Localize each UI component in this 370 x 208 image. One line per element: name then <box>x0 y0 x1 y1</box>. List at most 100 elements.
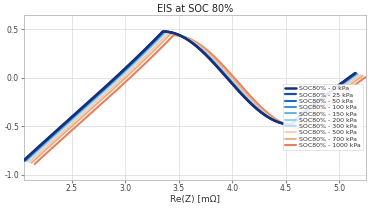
SOC80% - 700 kPa <box>225 71 229 74</box>
SOC80% - 150 kPa <box>354 72 359 75</box>
SOC80% - 100 kPa <box>94 95 98 98</box>
SOC80% - 0 kPa <box>161 30 165 33</box>
SOC80% - 100 kPa <box>112 78 117 81</box>
SOC80% - 100 kPa <box>23 159 27 162</box>
SOC80% - 500 kPa <box>240 89 244 92</box>
SOC80% - 700 kPa <box>242 90 246 93</box>
SOC80% - 200 kPa <box>236 88 241 91</box>
SOC80% - 300 kPa <box>96 96 100 99</box>
Line: SOC80% - 700 kPa: SOC80% - 700 kPa <box>31 34 363 163</box>
SOC80% - 1000 kPa <box>103 99 108 102</box>
SOC80% - 100 kPa <box>235 88 240 90</box>
SOC80% - 0 kPa <box>92 95 97 98</box>
SOC80% - 25 kPa <box>93 95 97 98</box>
SOC80% - 1000 kPa <box>310 117 315 119</box>
SOC80% - 100 kPa <box>206 55 210 58</box>
Line: SOC80% - 50 kPa: SOC80% - 50 kPa <box>24 32 356 160</box>
SOC80% - 300 kPa <box>208 56 212 58</box>
SOC80% - 25 kPa <box>161 30 165 33</box>
SOC80% - 100 kPa <box>162 31 166 33</box>
SOC80% - 0 kPa <box>218 69 222 71</box>
SOC80% - 100 kPa <box>354 72 359 75</box>
SOC80% - 200 kPa <box>355 73 360 75</box>
SOC80% - 50 kPa <box>93 95 98 98</box>
Line: SOC80% - 0 kPa: SOC80% - 0 kPa <box>24 31 355 160</box>
SOC80% - 25 kPa <box>353 72 358 74</box>
SOC80% - 1000 kPa <box>32 163 37 165</box>
Legend: SOC80% - 0 kPa, SOC80% - 25 kPa, SOC80% - 50 kPa, SOC80% - 100 kPa, SOC80% - 150: SOC80% - 0 kPa, SOC80% - 25 kPa, SOC80% … <box>283 84 363 150</box>
SOC80% - 500 kPa <box>210 57 214 59</box>
SOC80% - 700 kPa <box>360 74 365 77</box>
SOC80% - 150 kPa <box>236 88 240 91</box>
SOC80% - 200 kPa <box>163 31 167 33</box>
SOC80% - 0 kPa <box>353 72 357 74</box>
Line: SOC80% - 100 kPa: SOC80% - 100 kPa <box>25 32 356 161</box>
SOC80% - 50 kPa <box>300 113 305 115</box>
SOC80% - 25 kPa <box>22 159 26 162</box>
SOC80% - 50 kPa <box>205 55 209 57</box>
SOC80% - 50 kPa <box>218 69 222 71</box>
SOC80% - 25 kPa <box>218 69 222 71</box>
SOC80% - 0 kPa <box>235 88 239 90</box>
SOC80% - 100 kPa <box>219 69 223 72</box>
SOC80% - 150 kPa <box>94 96 98 98</box>
Line: SOC80% - 1000 kPa: SOC80% - 1000 kPa <box>34 35 366 164</box>
SOC80% - 200 kPa <box>95 96 99 98</box>
SOC80% - 200 kPa <box>207 56 211 58</box>
SOC80% - 300 kPa <box>25 160 29 163</box>
SOC80% - 150 kPa <box>23 160 28 162</box>
SOC80% - 300 kPa <box>221 70 225 72</box>
SOC80% - 700 kPa <box>168 33 172 35</box>
SOC80% - 300 kPa <box>356 73 361 76</box>
SOC80% - 0 kPa <box>300 113 304 115</box>
SOC80% - 25 kPa <box>235 88 239 90</box>
SOC80% - 1000 kPa <box>171 34 176 37</box>
SOC80% - 50 kPa <box>235 88 239 90</box>
Line: SOC80% - 25 kPa: SOC80% - 25 kPa <box>24 31 356 160</box>
SOC80% - 150 kPa <box>206 55 211 58</box>
SOC80% - 200 kPa <box>302 114 306 116</box>
SOC80% - 50 kPa <box>112 78 116 81</box>
SOC80% - 50 kPa <box>22 159 27 162</box>
SOC80% - 0 kPa <box>22 159 26 161</box>
SOC80% - 500 kPa <box>223 71 227 73</box>
SOC80% - 500 kPa <box>358 74 363 76</box>
SOC80% - 700 kPa <box>29 162 34 164</box>
SOC80% - 1000 kPa <box>245 92 249 94</box>
SOC80% - 700 kPa <box>307 115 312 118</box>
SOC80% - 500 kPa <box>98 97 102 100</box>
Line: SOC80% - 300 kPa: SOC80% - 300 kPa <box>27 33 359 161</box>
SOC80% - 300 kPa <box>238 89 242 91</box>
SOC80% - 1000 kPa <box>215 59 220 61</box>
SOC80% - 700 kPa <box>212 57 216 60</box>
SOC80% - 300 kPa <box>114 79 119 82</box>
SOC80% - 150 kPa <box>301 113 306 116</box>
SOC80% - 0 kPa <box>111 78 115 81</box>
SOC80% - 700 kPa <box>119 81 123 83</box>
Title: EIS at SOC 80%: EIS at SOC 80% <box>157 4 233 14</box>
SOC80% - 100 kPa <box>301 113 305 116</box>
SOC80% - 200 kPa <box>24 160 28 162</box>
X-axis label: Re(Z) [mΩ]: Re(Z) [mΩ] <box>170 195 220 204</box>
SOC80% - 700 kPa <box>100 98 104 100</box>
SOC80% - 300 kPa <box>303 114 307 116</box>
SOC80% - 1000 kPa <box>122 82 126 84</box>
SOC80% - 25 kPa <box>111 78 116 81</box>
SOC80% - 150 kPa <box>162 31 166 33</box>
SOC80% - 500 kPa <box>166 32 170 35</box>
SOC80% - 50 kPa <box>353 72 358 74</box>
Line: SOC80% - 500 kPa: SOC80% - 500 kPa <box>29 33 360 162</box>
SOC80% - 200 kPa <box>113 79 118 81</box>
SOC80% - 150 kPa <box>219 69 223 72</box>
SOC80% - 50 kPa <box>161 30 165 33</box>
SOC80% - 25 kPa <box>300 113 305 115</box>
SOC80% - 1000 kPa <box>228 72 233 75</box>
SOC80% - 150 kPa <box>113 79 117 81</box>
SOC80% - 1000 kPa <box>364 76 368 78</box>
SOC80% - 500 kPa <box>117 80 121 83</box>
SOC80% - 25 kPa <box>205 55 209 57</box>
SOC80% - 500 kPa <box>305 115 309 117</box>
SOC80% - 0 kPa <box>205 55 209 57</box>
SOC80% - 300 kPa <box>164 31 168 34</box>
Line: SOC80% - 150 kPa: SOC80% - 150 kPa <box>26 32 357 161</box>
